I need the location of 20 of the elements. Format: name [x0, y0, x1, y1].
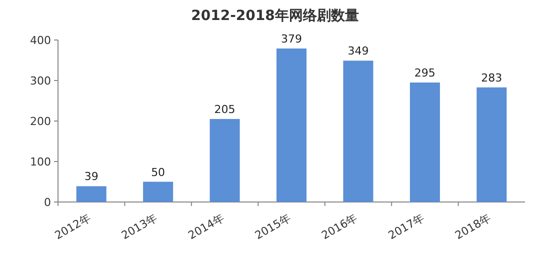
data-label: 39	[84, 170, 98, 184]
data-label: 283	[481, 71, 502, 84]
bar	[343, 60, 374, 202]
data-label: 295	[414, 66, 436, 80]
y-tick-label: 300	[30, 74, 51, 88]
bar	[143, 182, 174, 202]
bar	[210, 118, 240, 202]
chart-title: 2012-2018年网络剧数量	[191, 8, 359, 24]
bar	[476, 87, 507, 202]
bar	[410, 82, 440, 202]
y-tick-label: 0	[44, 196, 51, 209]
data-label: 379	[281, 32, 302, 46]
bar	[276, 48, 307, 202]
y-tick-label: 400	[30, 34, 51, 47]
data-label: 205	[214, 102, 236, 116]
data-label: 349	[348, 44, 369, 58]
data-label: 50	[151, 166, 166, 179]
bar	[76, 186, 106, 202]
y-tick-label: 100	[30, 156, 51, 168]
y-tick-label: 200	[30, 115, 51, 128]
